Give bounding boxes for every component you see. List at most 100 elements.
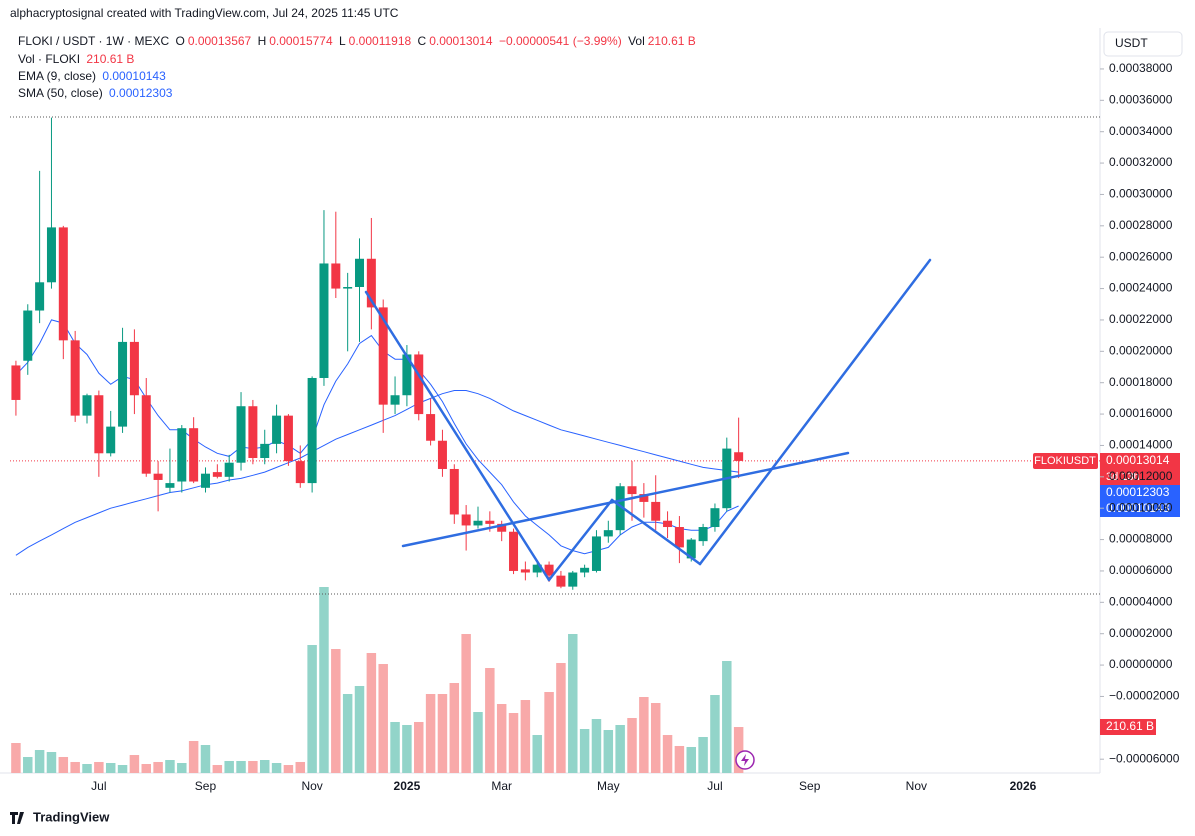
c-label: C bbox=[417, 34, 427, 48]
candle-body bbox=[260, 443, 270, 458]
legend-ema: EMA (9, close) 0.00010143 bbox=[18, 69, 169, 83]
sma-value: 0.00012303 bbox=[109, 86, 173, 100]
y-tick-label: 0.00030000 bbox=[1109, 187, 1173, 201]
indicator-tags bbox=[1100, 485, 1180, 517]
candle-body bbox=[497, 523, 507, 532]
candle-body bbox=[473, 520, 483, 526]
volume-bar bbox=[414, 721, 424, 773]
candle-body bbox=[698, 527, 708, 542]
y-tick-label: 0.00014000 bbox=[1109, 438, 1173, 452]
volume-value: 210.61 B bbox=[86, 52, 135, 66]
candle-body bbox=[46, 227, 56, 283]
trend-line bbox=[364, 290, 551, 582]
volume-bar bbox=[733, 727, 744, 773]
logo-mark bbox=[10, 812, 24, 824]
candle-body bbox=[283, 415, 293, 462]
y-tick-label: 0.00036000 bbox=[1109, 92, 1173, 106]
candle-body bbox=[414, 354, 424, 415]
candle-body bbox=[343, 287, 353, 289]
volume-bar bbox=[722, 660, 732, 773]
volume-bar bbox=[508, 713, 519, 773]
volume-bar bbox=[153, 761, 163, 773]
y-tick-label: 0.00010000 bbox=[1109, 500, 1173, 514]
volume-bar bbox=[331, 649, 341, 773]
candle-body bbox=[295, 461, 305, 484]
candle-body bbox=[663, 520, 673, 528]
volume-bar bbox=[354, 685, 365, 773]
ema-tag: 0.00010143 bbox=[1106, 501, 1170, 515]
candle-body bbox=[272, 415, 282, 444]
volume-bar bbox=[82, 764, 92, 773]
volume-bar bbox=[402, 725, 412, 773]
volume-bar bbox=[177, 763, 187, 773]
candle-body bbox=[449, 468, 459, 515]
candle-body bbox=[366, 258, 376, 308]
high-value: 0.00015774 bbox=[269, 34, 333, 48]
volume-tag-text: 210.61 B bbox=[1106, 719, 1154, 733]
x-tick-label: Sep bbox=[195, 779, 217, 793]
volume-bar bbox=[698, 736, 708, 773]
candle-body bbox=[94, 395, 104, 454]
legend-sma: SMA (50, close) 0.00012303 bbox=[18, 86, 175, 100]
volume-bar bbox=[390, 721, 400, 773]
volume-bar bbox=[165, 760, 175, 773]
volume-name: Vol · FLOKI bbox=[18, 52, 81, 66]
volume-bar bbox=[23, 756, 33, 773]
volume-bar bbox=[224, 760, 234, 773]
symbol: FLOKI / USDT · 1W · MEXC bbox=[18, 34, 170, 48]
x-tick-label: 2026 bbox=[1010, 779, 1037, 793]
volume-bar bbox=[568, 634, 578, 773]
volume-bar bbox=[94, 761, 104, 773]
plot-area bbox=[10, 117, 1100, 773]
volume-bar bbox=[473, 711, 483, 773]
legend-volume: Vol · FLOKI 210.61 B bbox=[18, 52, 137, 66]
candle-body bbox=[461, 514, 471, 526]
volume-bar bbox=[437, 694, 448, 773]
y-tick-label: 0.00020000 bbox=[1109, 343, 1173, 357]
candle-body bbox=[509, 531, 519, 571]
currency-button[interactable] bbox=[1103, 31, 1183, 57]
candle-body bbox=[307, 377, 317, 484]
y-tick-label: 0.00006000 bbox=[1109, 563, 1173, 577]
close-value: 0.00013014 bbox=[429, 34, 493, 48]
volume-bar bbox=[603, 730, 614, 773]
candle-body bbox=[11, 365, 21, 400]
x-tick-label: Mar bbox=[491, 779, 512, 793]
volume-bar bbox=[674, 745, 685, 773]
volume-bar bbox=[117, 765, 128, 773]
candle-body bbox=[212, 472, 222, 477]
trend-line bbox=[698, 258, 932, 566]
candle-body bbox=[118, 341, 128, 427]
candle-body bbox=[532, 564, 542, 573]
volume-bar bbox=[58, 756, 69, 773]
candle-body bbox=[520, 569, 530, 573]
x-tick-label: 2025 bbox=[394, 779, 421, 793]
symbol-tag bbox=[1033, 453, 1098, 469]
candle-body bbox=[355, 258, 365, 288]
volume-bar bbox=[295, 761, 306, 773]
y-tick-label: −0.00002000 bbox=[1109, 689, 1180, 703]
price-tag bbox=[1100, 453, 1180, 485]
y-tick-label: 0.00016000 bbox=[1109, 406, 1173, 420]
y-tick-label: 0.00002000 bbox=[1109, 626, 1173, 640]
volume-bar bbox=[650, 703, 661, 773]
candle-body bbox=[710, 508, 720, 528]
volume-bar bbox=[307, 645, 317, 773]
l-label: L bbox=[338, 34, 346, 48]
volume-tag bbox=[1100, 719, 1156, 735]
candle-body bbox=[248, 406, 258, 458]
candle-body bbox=[402, 354, 412, 396]
volume-bar bbox=[141, 764, 151, 773]
low-value: 0.00011918 bbox=[348, 34, 412, 48]
ema-value: 0.00010143 bbox=[102, 69, 166, 83]
volume-bar bbox=[46, 751, 57, 773]
candle-body bbox=[734, 452, 744, 461]
sma-tag: 0.00012303 bbox=[1106, 485, 1170, 499]
candle-body bbox=[390, 395, 400, 405]
y-tick-label: 0.00032000 bbox=[1109, 155, 1173, 169]
candle-body bbox=[331, 263, 341, 289]
volume-bar bbox=[556, 663, 566, 773]
volume-bar bbox=[615, 725, 625, 773]
